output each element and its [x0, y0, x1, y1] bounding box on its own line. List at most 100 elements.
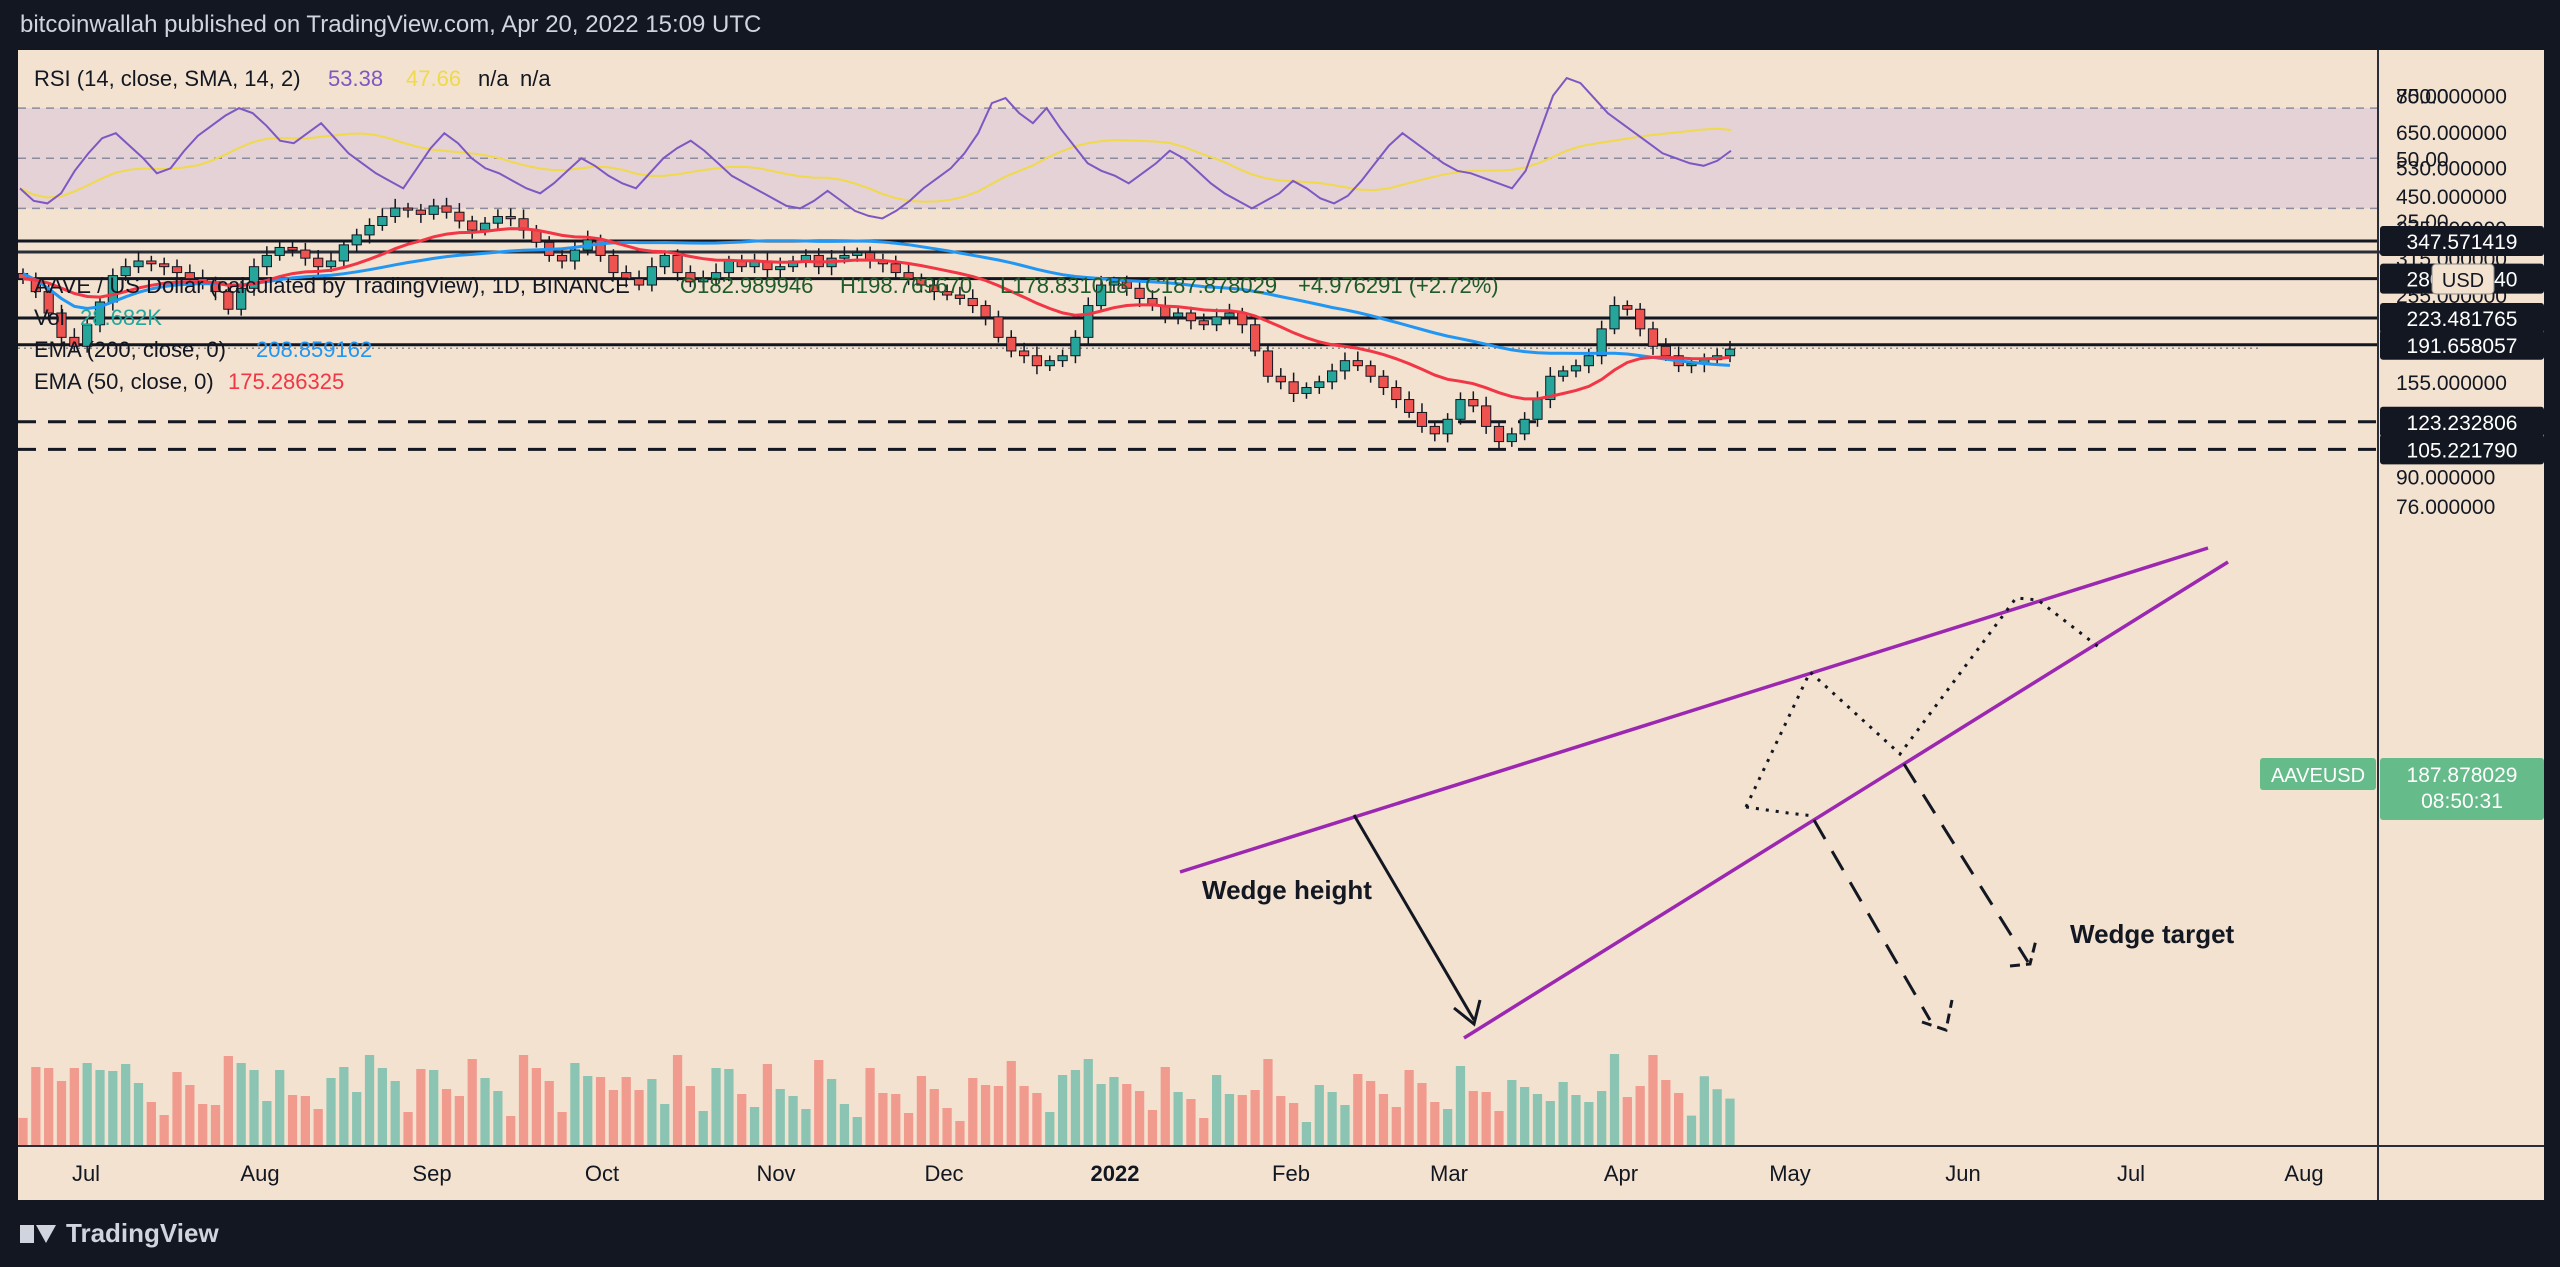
volume-bar-75: [980, 1085, 991, 1146]
volume-bar-84: [1096, 1084, 1106, 1146]
volume-bar-58: [762, 1064, 773, 1146]
price-tick-9: 76.000000: [2396, 496, 2495, 519]
volume-bar-72: [942, 1108, 952, 1146]
candle-body-83: [1083, 305, 1094, 338]
volume-bar-7: [108, 1071, 118, 1146]
candle-body-108: [1404, 399, 1415, 413]
volume-bar-111: [1443, 1109, 1453, 1146]
time-tick-7: Feb: [1272, 1161, 1310, 1186]
candle-body-17: [236, 287, 247, 310]
currency-badge[interactable]: [2431, 263, 2495, 295]
drawings: [1179, 546, 2229, 1040]
candle-body-127: [1647, 328, 1659, 347]
volume-bar-49: [647, 1079, 657, 1146]
candle-body-24: [325, 260, 337, 268]
price-legend-close: C187.878029: [1145, 273, 1277, 298]
projection-dotted-path: [1744, 596, 2101, 808]
price-tick-7: 155.000000: [2396, 372, 2507, 395]
candle-body-68: [890, 263, 901, 274]
volume-bar-105: [1366, 1081, 1376, 1146]
candle-body-92: [1198, 320, 1209, 326]
volume-bar-86: [1122, 1084, 1132, 1146]
candle-body-64: [839, 254, 850, 259]
rsi-legend-sma-value: 47.66: [406, 66, 461, 91]
volume-bar-130: [1686, 1115, 1697, 1146]
volume-bar-133: [1725, 1098, 1735, 1146]
level-tag-3: [2380, 329, 2544, 360]
candle-body-52: [685, 272, 696, 283]
candle-body-75: [980, 305, 991, 318]
candle-body-47: [621, 272, 632, 280]
candle-body-26: [351, 234, 362, 246]
candle-body-123: [1596, 328, 1607, 357]
price-legend-open: O182.989946: [680, 273, 813, 298]
candle-body-72: [941, 291, 953, 296]
volume-bar-76: [993, 1086, 1004, 1146]
level-tag-label-5: 105.221790: [2407, 439, 2518, 462]
volume-bar-117: [1520, 1087, 1530, 1146]
volume-bar-50: [660, 1104, 670, 1146]
projection-dashed-down-1: [1812, 819, 1932, 1021]
price-legend-change: +4.976291 (+2.72%): [1298, 273, 1499, 298]
candle-body-8: [120, 266, 131, 277]
candle-body-116: [1506, 433, 1517, 443]
volume-bar-128: [1661, 1080, 1671, 1146]
candle-body-4: [69, 336, 80, 347]
volume-bar-80: [1045, 1112, 1055, 1146]
volume-bar-127: [1648, 1055, 1658, 1146]
volume-bars: [18, 1054, 1735, 1146]
volume-bar-5: [82, 1063, 92, 1146]
time-tick-4: Nov: [756, 1161, 795, 1186]
volume-bar-12: [172, 1072, 182, 1146]
ema-50-line: [22, 227, 1731, 401]
volume-bar-91: [1186, 1099, 1196, 1146]
time-tick-8: Mar: [1430, 1161, 1468, 1186]
candle-body-103: [1339, 360, 1351, 372]
time-tick-12: Jul: [2117, 1161, 2145, 1186]
volume-bar-103: [1340, 1105, 1350, 1146]
volume-bar-3: [56, 1081, 67, 1146]
candle-body-73: [954, 294, 966, 299]
projection-dashed-head-1: [1921, 999, 1954, 1032]
tradingview-logo[interactable]: TradingView: [20, 1218, 219, 1249]
volume-legend-label: Vol: [34, 305, 65, 330]
volume-bar-116: [1507, 1080, 1517, 1146]
volume-bar-64: [839, 1104, 850, 1146]
rsi-legend-name: RSI (14, close, SMA, 14, 2): [34, 66, 301, 91]
candle-body-42: [556, 254, 568, 262]
volume-bar-1: [31, 1067, 41, 1146]
volume-bar-8: [121, 1064, 131, 1146]
candle-body-70: [916, 278, 927, 286]
candle-body-112: [1455, 399, 1466, 420]
level-tag-label-3: 191.658057: [2407, 335, 2518, 358]
volume-bar-55: [724, 1069, 734, 1146]
tradingview-brand: TradingView: [66, 1218, 219, 1248]
candle-body-122: [1583, 355, 1594, 367]
volume-bar-45: [595, 1077, 606, 1146]
volume-bar-131: [1699, 1076, 1709, 1146]
candle-body-84: [1095, 284, 1107, 307]
chart-canvas[interactable]: RSI (14, close, SMA, 14, 2) 53.38 47.66 …: [17, 50, 2544, 1200]
volume-bar-96: [1250, 1090, 1260, 1146]
last-price-value: 187.878029: [2407, 764, 2518, 787]
level-tag-label-2: 223.481765: [2407, 308, 2518, 331]
candle-body-35: [467, 220, 478, 231]
volume-bar-110: [1430, 1102, 1440, 1146]
volume-bar-15: [210, 1105, 221, 1146]
currency-badge-label[interactable]: USD: [2442, 270, 2484, 292]
candle-body-98: [1275, 375, 1286, 383]
candle-body-117: [1519, 418, 1530, 435]
volume-bar-106: [1378, 1094, 1389, 1146]
candle-body-31: [415, 209, 426, 215]
volume-bar-16: [223, 1056, 233, 1146]
volume-bar-123: [1597, 1091, 1607, 1146]
price-legend-title: AAVE / US Dollar (calculated by TradingV…: [34, 273, 630, 298]
projection-dashed-down-2: [1902, 763, 2030, 963]
candle-body-97: [1262, 350, 1274, 377]
candle-body-82: [1070, 336, 1081, 357]
candle-body-120: [1558, 370, 1569, 377]
volume-bar-23: [313, 1109, 323, 1146]
candle-body-90: [1172, 312, 1184, 318]
volume-bar-109: [1417, 1083, 1427, 1146]
